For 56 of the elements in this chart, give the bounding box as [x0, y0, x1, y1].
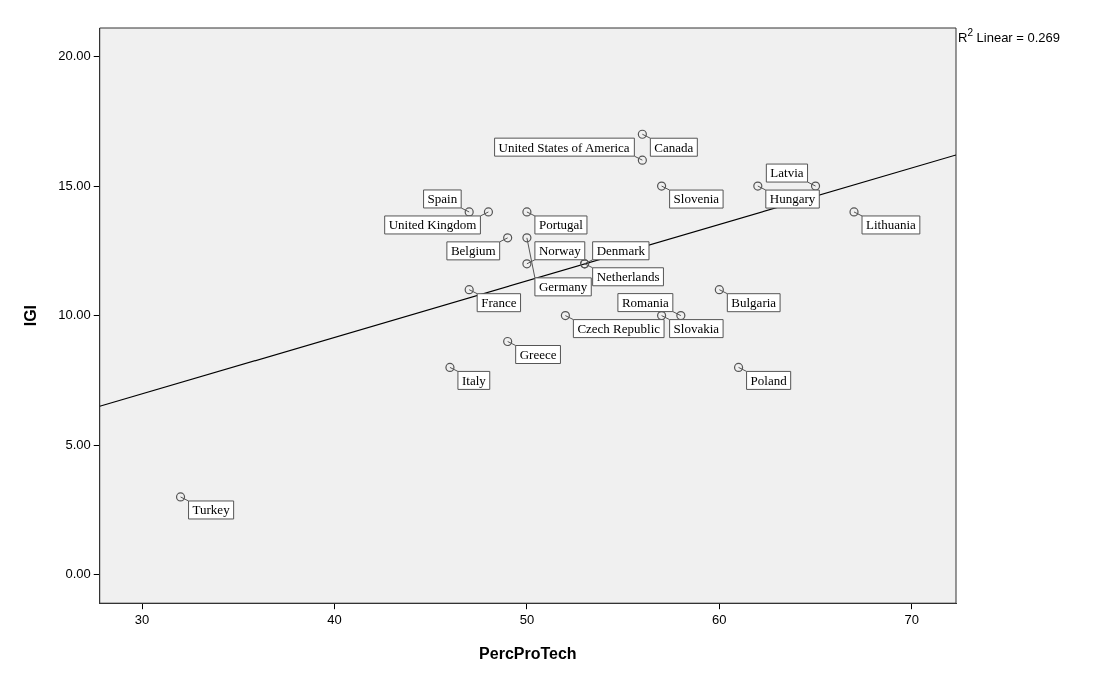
point: [637, 155, 647, 165]
point: [810, 181, 821, 191]
y-tick-label: 10.00: [58, 307, 91, 323]
point: [676, 311, 686, 321]
data-label: Romania: [621, 295, 670, 311]
data-label: Belgium: [450, 243, 496, 259]
data-label: United Kingdom: [388, 217, 477, 233]
point: [849, 207, 859, 217]
point: [464, 207, 474, 217]
x-tick-label: 60: [712, 611, 727, 627]
point: [560, 311, 570, 321]
point: [657, 181, 667, 191]
data-label: Bulgaria: [731, 295, 777, 311]
data-label: France: [481, 295, 517, 311]
x-tick-label: 40: [327, 611, 342, 627]
point: [503, 233, 513, 243]
point: [175, 492, 186, 502]
data-label: Turkey: [192, 502, 231, 518]
data-label: Latvia: [770, 165, 804, 181]
y-tick-label: 0.00: [65, 566, 91, 582]
x-tick-label: 50: [519, 611, 535, 627]
point: [483, 207, 494, 217]
point: [503, 336, 513, 347]
x-axis-title: PercProTech: [479, 644, 577, 662]
data-label: Italy: [461, 372, 487, 388]
data-label: Portugal: [538, 217, 584, 233]
data-label: Czech Republic: [577, 321, 661, 337]
point: [522, 259, 532, 269]
data-label: Germany: [538, 279, 588, 295]
data-label: Norway: [538, 243, 582, 259]
point: [522, 207, 532, 217]
data-label: United States of America: [498, 139, 630, 155]
data-label: Canada: [654, 139, 694, 155]
point: [464, 285, 474, 295]
point: [714, 285, 724, 295]
x-tick-label: 30: [134, 611, 150, 627]
point: [522, 233, 532, 243]
data-label: Denmark: [596, 243, 646, 259]
data-label: Greece: [519, 346, 557, 362]
point: [637, 129, 647, 139]
point: [753, 181, 763, 191]
point: [733, 362, 744, 373]
y-tick-label: 5.00: [65, 436, 91, 452]
data-label: Poland: [750, 372, 788, 388]
data-label: Slovenia: [673, 191, 720, 207]
y-tick-label: 20.00: [58, 48, 91, 64]
x-tick-label: 70: [904, 611, 919, 627]
y-tick-label: 15.00: [58, 177, 91, 193]
data-label: Spain: [427, 191, 458, 207]
data-label: Hungary: [769, 191, 816, 207]
point: [657, 311, 667, 321]
point: [445, 362, 455, 373]
data-label: Slovakia: [673, 321, 720, 337]
data-label: Lithuania: [866, 217, 917, 233]
data-label: Netherlands: [596, 269, 660, 285]
y-axis-title: IGI: [22, 304, 40, 327]
